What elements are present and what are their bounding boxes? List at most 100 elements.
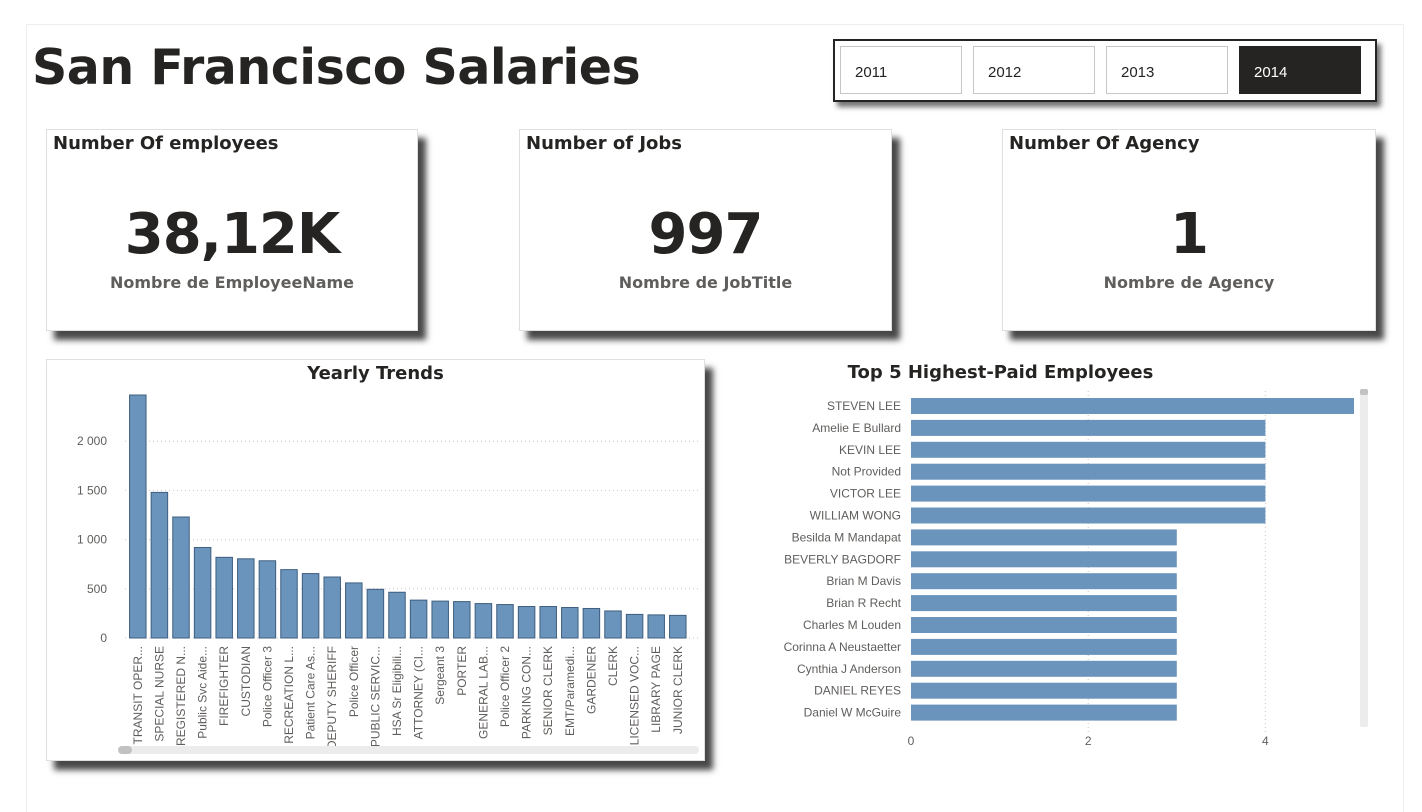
x-tick-label: SENIOR CLERK (541, 646, 555, 735)
x-tick-label: ATTORNEY (CI... (412, 646, 426, 739)
x-tick-label: Patient Care As... (304, 646, 318, 739)
employees-card-label: Nombre de EmployeeName (109, 273, 355, 292)
bar[interactable] (911, 704, 1177, 721)
agency-card-value: 1 (1170, 202, 1209, 267)
bar[interactable] (215, 556, 233, 639)
agency-card[interactable]: Number Of Agency 1 Nombre de Agency (1002, 129, 1376, 331)
x-tick-label: CUSTODIAN (239, 646, 253, 716)
jobs-card-label: Nombre de JobTitle (618, 273, 793, 292)
bar[interactable] (539, 606, 557, 639)
year-option-2012[interactable]: 2012 (973, 46, 1095, 94)
x-tick-label: REGISTERED N... (174, 646, 188, 746)
bar[interactable] (323, 576, 341, 639)
bar[interactable] (258, 560, 277, 639)
x-tick-label: EMT/Paramedi... (563, 646, 577, 736)
scrollbar-thumb[interactable] (118, 746, 132, 754)
bar[interactable] (669, 614, 687, 639)
year-option-2013[interactable]: 2013 (1106, 46, 1228, 94)
x-tick-label: GENERAL LAB... (476, 646, 490, 739)
x-tick-label: SPECIAL NURSE (152, 646, 166, 742)
y-tick-label: DANIEL REYES (814, 684, 901, 698)
bar[interactable] (911, 660, 1177, 677)
jobs-card[interactable]: Number of Jobs 997 Nombre de JobTitle (519, 129, 892, 331)
x-tick-label: RECREATION L... (282, 646, 296, 744)
top5-employees-chart[interactable]: Top 5 Highest-Paid Employees 0 2 4 STEVEN L… (726, 359, 1376, 759)
bar[interactable] (474, 603, 493, 639)
x-tick-label: JUNIOR CLERK (671, 646, 685, 734)
bar[interactable] (911, 398, 1354, 414)
bar[interactable] (911, 529, 1177, 546)
y-tick-label: Corinna A Neustaetter (784, 640, 901, 654)
bar[interactable] (604, 610, 622, 639)
x-tick-label: Public Svc Aide... (196, 646, 210, 739)
y-tick-label: VICTOR LEE (830, 487, 901, 501)
bar[interactable] (561, 607, 579, 639)
y-tick-label: BEVERLY BAGDORF (784, 552, 901, 566)
top5-plot: 0 2 4 STEVEN LEE Amelie E Bullard KEVIN LEE No… (784, 391, 1354, 748)
jobs-card-title: Number of Jobs (526, 133, 682, 154)
y-tick-label: Amelie E Bullard (812, 421, 901, 435)
bar[interactable] (647, 614, 665, 639)
bar[interactable] (388, 591, 406, 639)
vertical-scrollbar[interactable] (1360, 389, 1368, 727)
bar[interactable] (911, 638, 1177, 655)
x-tick-label: DEPUTY SHERIFF (325, 646, 339, 749)
y-tick-label: Besilda M Mandapat (792, 530, 902, 544)
bar[interactable] (150, 491, 169, 639)
x-tick-label: Police Officer 2 (498, 646, 512, 727)
x-tick-label: LICENSED VOC... (628, 646, 642, 745)
year-option-2011[interactable]: 2011 (840, 46, 962, 94)
x-tick-label: PORTER (455, 646, 469, 696)
bar[interactable] (911, 573, 1177, 590)
bar[interactable] (496, 604, 514, 639)
bar[interactable] (911, 595, 1177, 612)
bar[interactable] (193, 546, 212, 639)
employees-card[interactable]: Number Of employees 38,12K Nombre de Emp… (46, 129, 418, 331)
bar[interactable] (431, 600, 449, 639)
y-tick-label: 500 (87, 582, 107, 596)
bar[interactable] (911, 507, 1266, 524)
bar[interactable] (911, 463, 1266, 480)
x-tick-label: HSA Sr Eligibili... (390, 646, 404, 736)
top5-title: Top 5 Highest-Paid Employees (847, 362, 1154, 383)
bar[interactable] (911, 441, 1266, 458)
bar[interactable] (172, 516, 190, 639)
agency-card-label: Nombre de Agency (1103, 273, 1275, 292)
y-tick-label: KEVIN LEE (839, 443, 901, 457)
x-tick-label: Sergeant 3 (433, 646, 447, 705)
bar[interactable] (625, 613, 644, 639)
year-option-2014[interactable]: 2014 (1239, 46, 1361, 94)
page-title: San Francisco Salaries (32, 39, 641, 96)
bar[interactable] (345, 582, 363, 639)
y-tick-label: Brian M Davis (826, 574, 901, 588)
vertical-scrollbar-thumb[interactable] (1360, 389, 1368, 395)
bar[interactable] (129, 394, 147, 639)
y-tick-label: Cynthia J Anderson (797, 662, 901, 676)
y-tick-label: Charles M Louden (803, 618, 901, 632)
yearly-trends-plot: 0 500 1 000 1 500 2 000 TRANSIT OPER... SPECIA… (77, 394, 699, 749)
bar[interactable] (911, 617, 1177, 633)
bar[interactable] (237, 558, 255, 639)
yearly-trends-title: Yearly Trends (307, 363, 444, 384)
yearly-trends-chart[interactable]: Yearly Trends 0 500 1 000 1 500 2 000 TRANSIT… (46, 359, 705, 761)
x-tick-label: PARKING CON... (520, 646, 534, 739)
bar[interactable] (517, 606, 536, 639)
bar[interactable] (911, 682, 1177, 699)
bar[interactable] (911, 551, 1177, 568)
bar[interactable] (582, 607, 601, 639)
y-tick-label: 0 (100, 631, 107, 645)
bar[interactable] (280, 569, 298, 639)
bar[interactable] (911, 419, 1266, 436)
y-tick-label: STEVEN LEE (827, 399, 901, 413)
jobs-card-value: 997 (648, 202, 764, 267)
horizontal-scrollbar[interactable] (118, 746, 699, 754)
x-tick-label: TRANSIT OPER... (131, 646, 145, 744)
bar[interactable] (453, 601, 471, 639)
bar[interactable] (911, 485, 1266, 502)
bar[interactable] (409, 599, 428, 639)
bar[interactable] (301, 573, 320, 639)
x-tick-label: CLERK (606, 646, 620, 686)
bar[interactable] (366, 588, 385, 639)
y-tick-label: Daniel W McGuire (804, 706, 902, 720)
x-tick-label: LIBRARY PAGE (649, 646, 663, 733)
